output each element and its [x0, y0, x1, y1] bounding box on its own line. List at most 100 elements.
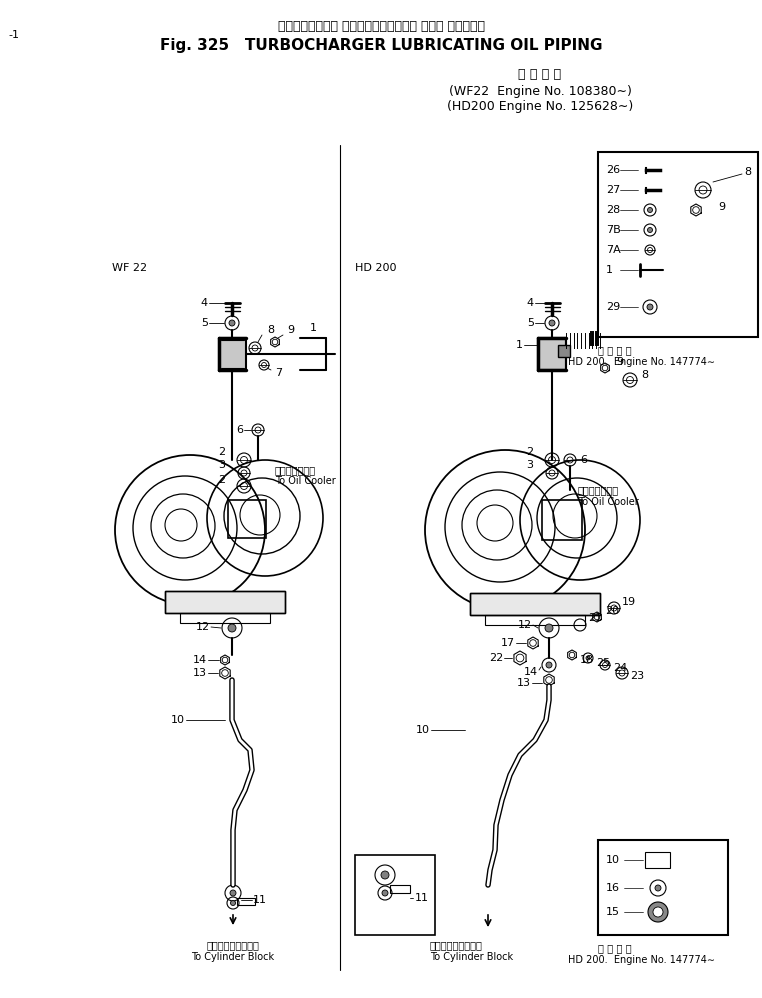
Text: 12: 12 — [196, 622, 210, 632]
Bar — [180, 613, 270, 623]
Text: 適 用 号 機: 適 用 号 機 — [598, 345, 632, 355]
Text: 8: 8 — [744, 167, 751, 177]
Text: To Oil Cooler: To Oil Cooler — [275, 476, 336, 486]
Bar — [355, 855, 435, 935]
Text: 7: 7 — [275, 368, 282, 378]
Text: (HD200 Engine No. 125628∼): (HD200 Engine No. 125628∼) — [447, 100, 633, 113]
Bar — [165, 591, 285, 613]
Bar — [542, 500, 582, 540]
Text: 2: 2 — [526, 447, 533, 457]
Circle shape — [648, 902, 668, 922]
Bar — [538, 338, 566, 370]
Text: オイルクーラへ: オイルクーラへ — [578, 485, 619, 495]
Text: 12: 12 — [518, 620, 532, 630]
Circle shape — [653, 907, 663, 917]
Text: 27: 27 — [606, 185, 620, 195]
Text: シリンダブロックへ: シリンダブロックへ — [207, 940, 259, 950]
Text: 1: 1 — [606, 265, 613, 275]
Text: 適 用 号 機: 適 用 号 機 — [518, 68, 562, 81]
Bar — [558, 345, 570, 357]
Circle shape — [381, 871, 389, 879]
Text: 3: 3 — [218, 460, 225, 470]
Text: 7B: 7B — [606, 225, 621, 235]
Text: 13: 13 — [517, 678, 531, 688]
Text: 3: 3 — [526, 460, 533, 470]
Bar — [470, 593, 600, 615]
Text: 11: 11 — [253, 895, 267, 905]
Text: 13: 13 — [193, 668, 207, 678]
Text: 1: 1 — [516, 340, 523, 350]
Text: WF 22: WF 22 — [112, 263, 147, 273]
Text: シリンダブロックへ: シリンダブロックへ — [430, 940, 483, 950]
Bar — [645, 852, 670, 868]
Text: 29: 29 — [606, 302, 620, 312]
Text: 16: 16 — [606, 883, 620, 893]
Bar — [237, 898, 255, 905]
Bar — [390, 885, 410, 893]
Text: 9: 9 — [616, 357, 623, 367]
Circle shape — [648, 228, 652, 233]
Text: 5: 5 — [527, 318, 534, 328]
Text: 8: 8 — [267, 325, 274, 335]
Text: 21: 21 — [588, 613, 602, 623]
Text: 8: 8 — [641, 370, 648, 380]
Circle shape — [230, 890, 236, 896]
Text: 6: 6 — [580, 455, 587, 465]
Text: 9: 9 — [718, 202, 725, 212]
Circle shape — [549, 320, 555, 326]
Circle shape — [647, 304, 653, 310]
Circle shape — [655, 885, 661, 891]
Text: 適 用 号 機: 適 用 号 機 — [598, 943, 632, 953]
Bar — [470, 593, 600, 615]
Bar — [228, 500, 266, 538]
Text: To Oil Cooler: To Oil Cooler — [578, 497, 639, 507]
Text: 2: 2 — [218, 475, 225, 485]
Circle shape — [229, 320, 235, 326]
Bar — [219, 338, 246, 370]
Text: 7A: 7A — [606, 245, 621, 255]
Text: To Cylinder Block: To Cylinder Block — [430, 952, 513, 962]
Bar — [598, 840, 728, 935]
Text: HD 200.  Engine No. 147774∼: HD 200. Engine No. 147774∼ — [568, 955, 715, 965]
Circle shape — [545, 624, 553, 632]
Bar — [598, 152, 758, 337]
Bar — [165, 591, 285, 613]
Text: 18: 18 — [580, 655, 594, 665]
Text: 1: 1 — [310, 323, 317, 333]
Bar — [538, 338, 566, 370]
Text: 2: 2 — [218, 447, 225, 457]
Text: 23: 23 — [630, 671, 644, 681]
Text: 20: 20 — [605, 606, 619, 616]
Text: To Cylinder Block: To Cylinder Block — [191, 952, 274, 962]
Text: 10: 10 — [606, 855, 620, 865]
Text: HD 200: HD 200 — [355, 263, 396, 273]
Text: 25: 25 — [596, 658, 610, 668]
Circle shape — [586, 656, 590, 660]
Text: 15: 15 — [606, 907, 620, 917]
Text: 10: 10 — [171, 715, 185, 725]
Circle shape — [228, 624, 236, 632]
Text: -1: -1 — [8, 30, 19, 40]
Text: 10: 10 — [416, 725, 430, 735]
Text: 4: 4 — [201, 298, 208, 308]
Text: 4: 4 — [527, 298, 534, 308]
Text: 5: 5 — [201, 318, 208, 328]
Text: (WF22  Engine No. 108380∼): (WF22 Engine No. 108380∼) — [449, 85, 632, 98]
Text: 14: 14 — [524, 667, 538, 677]
Text: オイルクーラへ: オイルクーラへ — [275, 465, 316, 475]
Text: Fig. 325   TURBOCHARGER LUBRICATING OIL PIPING: Fig. 325 TURBOCHARGER LUBRICATING OIL PI… — [160, 38, 602, 53]
Circle shape — [382, 890, 388, 896]
Text: HD 200.  Engine No. 147774∼: HD 200. Engine No. 147774∼ — [568, 357, 715, 367]
Text: 19: 19 — [622, 597, 636, 607]
Text: 22: 22 — [488, 653, 503, 663]
Text: 6: 6 — [236, 425, 243, 435]
Text: 26: 26 — [606, 165, 620, 175]
Text: 17: 17 — [501, 638, 515, 648]
Text: 24: 24 — [613, 663, 627, 673]
Text: 11: 11 — [415, 893, 429, 903]
Text: 14: 14 — [193, 655, 207, 665]
Text: 28: 28 — [606, 205, 620, 215]
Circle shape — [546, 662, 552, 668]
Text: 9: 9 — [287, 325, 294, 335]
Bar — [485, 615, 585, 625]
